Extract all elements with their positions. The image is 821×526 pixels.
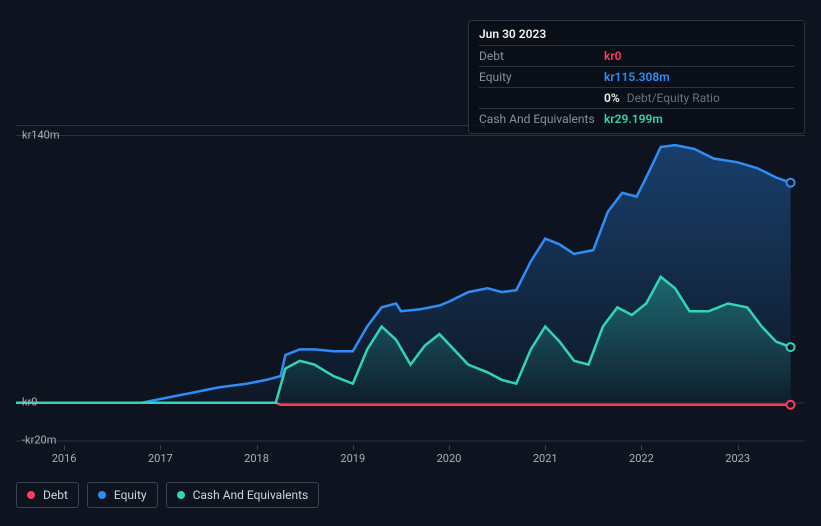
chart-tooltip: Jun 30 2023 Debtkr0Equitykr115.308m0% De… — [468, 20, 805, 134]
x-axis-label: 2017 — [148, 452, 173, 465]
x-tick-mark — [64, 445, 65, 450]
tooltip-label: Equity — [479, 70, 604, 84]
tooltip-value: kr115.308m — [604, 70, 670, 84]
x-axis-label: 2019 — [340, 452, 365, 465]
x-tick-mark — [257, 445, 258, 450]
financial-chart: Jun 30 2023 Debtkr0Equitykr115.308m0% De… — [0, 0, 821, 526]
legend-item-equity[interactable]: Equity — [87, 482, 158, 508]
legend-label: Equity — [114, 488, 147, 502]
tooltip-extra: Debt/Equity Ratio — [624, 91, 720, 105]
equity-marker — [787, 179, 795, 187]
tooltip-value: kr29.199m — [604, 112, 663, 126]
legend-dot-icon — [27, 491, 35, 499]
x-tick-mark — [738, 445, 739, 450]
legend-dot-icon — [98, 491, 106, 499]
x-axis-label: 2018 — [244, 452, 269, 465]
plot-area[interactable] — [16, 125, 805, 440]
x-tick-mark — [353, 445, 354, 450]
x-tick-mark — [160, 445, 161, 450]
tooltip-label: Debt — [479, 49, 604, 63]
tooltip-value: 0% Debt/Equity Ratio — [604, 91, 720, 105]
tooltip-row: 0% Debt/Equity Ratio — [479, 87, 794, 108]
legend-label: Debt — [43, 488, 68, 502]
legend-dot-icon — [177, 491, 185, 499]
chart-legend: Debt Equity Cash And Equivalents — [16, 482, 319, 508]
x-tick-mark — [545, 445, 546, 450]
tooltip-row: Equitykr115.308m — [479, 66, 794, 87]
legend-item-debt[interactable]: Debt — [16, 482, 79, 508]
x-axis: 2016 2017 2018 2019 2020 2021 2022 2023 — [16, 452, 805, 472]
tooltip-value: kr0 — [604, 49, 622, 63]
x-tick-mark — [449, 445, 450, 450]
tooltip-row: Debtkr0 — [479, 45, 794, 66]
tooltip-row: Cash And Equivalentskr29.199m — [479, 108, 794, 129]
legend-label: Cash And Equivalents — [193, 488, 309, 502]
y-axis-label: kr0 — [22, 395, 38, 408]
y-axis-label: kr140m — [22, 128, 60, 141]
x-axis-label: 2022 — [629, 452, 654, 465]
y-axis-label: -kr20m — [22, 434, 56, 447]
tooltip-label: Cash And Equivalents — [479, 112, 604, 126]
legend-item-cash-and-equivalents[interactable]: Cash And Equivalents — [166, 482, 320, 508]
x-axis-label: 2016 — [52, 452, 77, 465]
cash-marker — [787, 343, 795, 351]
x-axis-label: 2021 — [533, 452, 558, 465]
debt-marker — [787, 401, 795, 409]
tooltip-label — [479, 91, 604, 105]
x-tick-mark — [641, 445, 642, 450]
x-axis-label: 2020 — [437, 452, 462, 465]
x-axis-label: 2023 — [725, 452, 750, 465]
tooltip-date: Jun 30 2023 — [479, 27, 794, 41]
